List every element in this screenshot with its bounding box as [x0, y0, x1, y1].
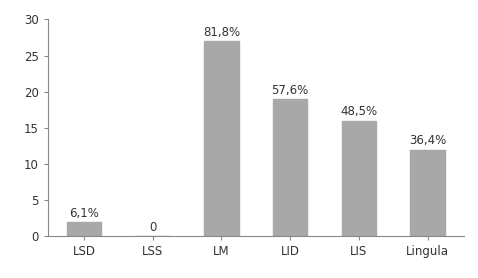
Text: 48,5%: 48,5%	[340, 105, 378, 118]
Bar	[67, 222, 101, 236]
Text: 6,1%: 6,1%	[69, 207, 99, 220]
Bar	[342, 121, 376, 236]
Text: 0: 0	[149, 221, 156, 234]
Text: 36,4%: 36,4%	[409, 134, 446, 147]
Bar	[204, 41, 239, 236]
Text: 57,6%: 57,6%	[272, 84, 309, 97]
Bar	[411, 150, 445, 236]
Text: 81,8%: 81,8%	[203, 26, 240, 39]
Bar	[273, 99, 307, 236]
